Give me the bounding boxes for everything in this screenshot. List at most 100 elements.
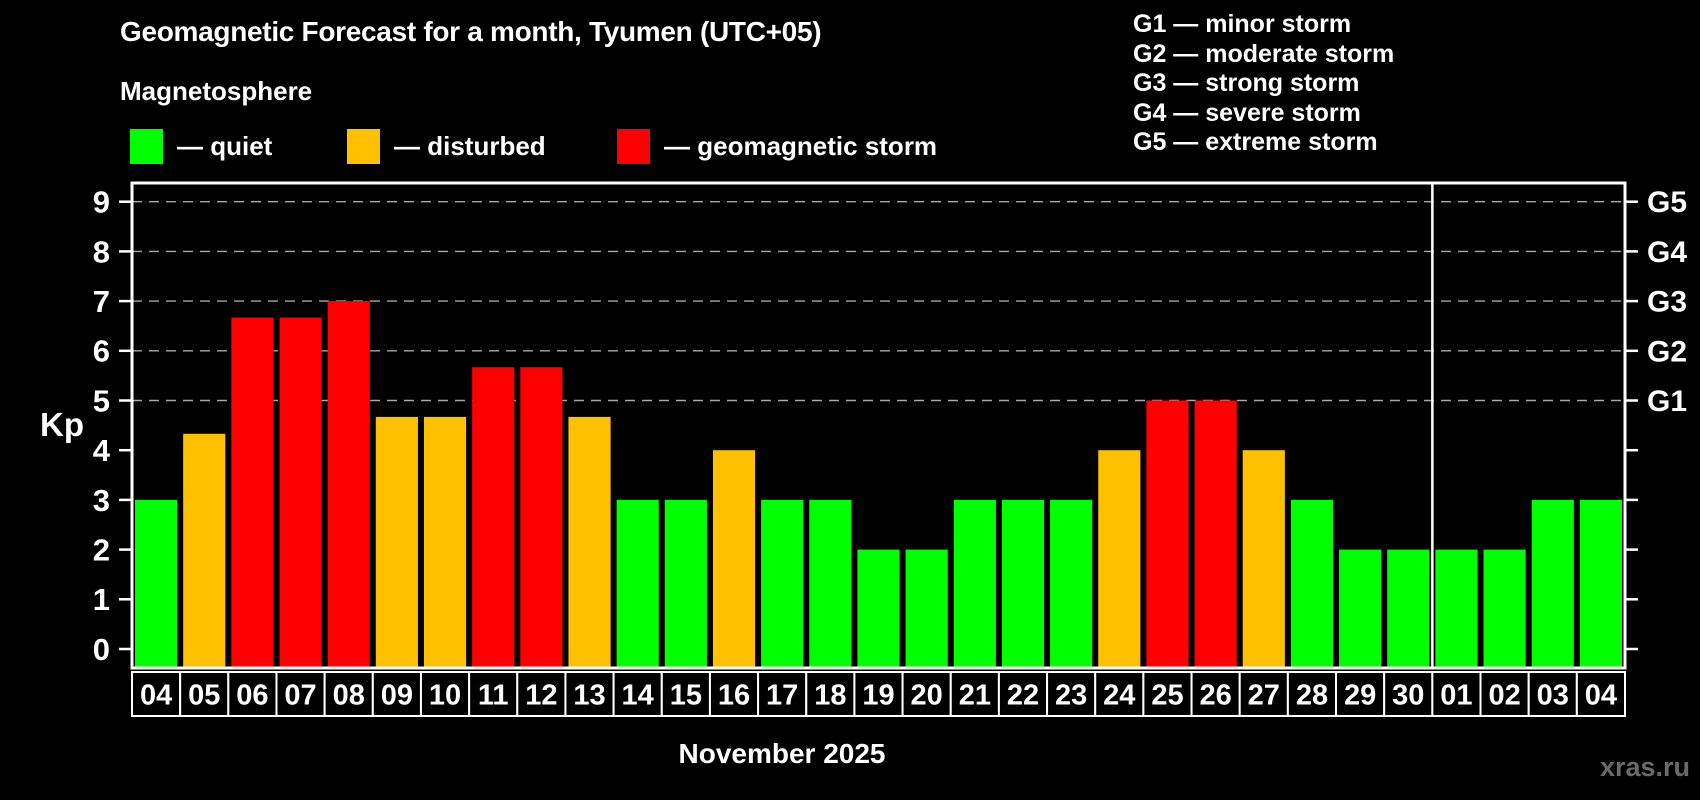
bar-day-28-idx24 — [1290, 499, 1334, 668]
bar-day-11-idx7 — [472, 367, 515, 668]
y-tick-label-0: 0 — [93, 632, 110, 667]
day-label-20-idx16: 20 — [911, 680, 943, 712]
day-label-04-idx30: 04 — [1585, 680, 1617, 712]
bar-day-20-idx16 — [905, 549, 948, 668]
day-box-11-idx7 — [468, 671, 519, 717]
legend-item-storm: — geomagnetic storm — [617, 129, 937, 164]
day-label-15-idx11: 15 — [670, 680, 702, 712]
y-tick-label-6: 6 — [93, 334, 110, 369]
bar-day-19-idx15 — [857, 549, 900, 668]
day-label-27-idx23: 27 — [1248, 680, 1280, 712]
bar-day-01-idx27 — [1435, 549, 1478, 668]
g-legend-line: G1 — minor storm — [1133, 10, 1352, 38]
g-legend-line: G2 — moderate storm — [1133, 39, 1395, 68]
day-label-18-idx14: 18 — [814, 680, 846, 712]
legend-swatch-disturbed — [347, 129, 380, 164]
legend-label-disturbed: — disturbed — [394, 131, 546, 161]
g-axis-label-G4: G4 — [1647, 236, 1687, 269]
day-label-02-idx28: 02 — [1488, 680, 1520, 712]
day-box-12-idx8 — [516, 671, 567, 717]
y-axis-title: Kp — [40, 406, 84, 443]
day-box-17-idx13 — [757, 671, 808, 717]
legend-swatch-quiet — [130, 129, 163, 164]
bar-day-24-idx20 — [1098, 450, 1141, 668]
day-box-09-idx5 — [371, 671, 422, 717]
day-label-24-idx20: 24 — [1103, 680, 1135, 712]
y-tick-label-3: 3 — [93, 483, 110, 518]
g-axis-label-G2: G2 — [1647, 335, 1687, 368]
day-label-05-idx1: 05 — [188, 680, 220, 712]
legend-swatch-storm — [617, 129, 650, 164]
day-label-28-idx24: 28 — [1296, 680, 1328, 712]
bar-day-14-idx10 — [616, 499, 659, 668]
g-scale-legend: G1 — minor storm G2 — moderate storm G3 — … — [1133, 10, 1394, 158]
day-box-18-idx14 — [805, 671, 856, 717]
day-box-23-idx19 — [1046, 671, 1097, 717]
bar-day-12-idx8 — [520, 367, 563, 668]
day-box-16-idx12 — [708, 671, 760, 717]
legend-label-quiet: — quiet — [177, 131, 273, 161]
bar-day-25-idx21 — [1146, 400, 1189, 668]
day-label-06-idx2: 06 — [236, 680, 268, 712]
day-box-25-idx21 — [1142, 671, 1193, 717]
g-axis-label-G1: G1 — [1647, 385, 1687, 418]
day-label-17-idx13: 17 — [766, 680, 798, 712]
day-box-13-idx9 — [564, 671, 615, 717]
day-box-04-idx30 — [1575, 671, 1627, 717]
bar-day-16-idx12 — [712, 450, 756, 668]
bar-day-07-idx3 — [279, 317, 322, 668]
day-label-09-idx5: 09 — [381, 680, 413, 712]
day-box-20-idx16 — [901, 671, 952, 717]
day-box-05-idx1 — [179, 671, 230, 717]
day-box-03-idx29 — [1527, 671, 1578, 717]
day-label-25-idx21: 25 — [1151, 680, 1183, 712]
bar-day-05-idx1 — [183, 433, 226, 668]
bar-day-13-idx9 — [568, 416, 611, 668]
bar-day-15-idx11 — [664, 499, 707, 668]
day-label-01-idx27: 01 — [1440, 680, 1472, 712]
day-label-29-idx25: 29 — [1344, 680, 1376, 712]
day-box-08-idx4 — [323, 671, 374, 717]
day-label-13-idx9: 13 — [573, 680, 605, 712]
day-box-21-idx17 — [949, 671, 1000, 717]
day-label-19-idx15: 19 — [862, 680, 894, 712]
day-label-12-idx8: 12 — [525, 680, 557, 712]
bar-day-06-idx2 — [231, 317, 274, 668]
bar-day-26-idx22 — [1194, 400, 1237, 668]
day-label-14-idx10: 14 — [622, 680, 654, 712]
y-tick-label-8: 8 — [93, 234, 110, 269]
y-tick-label-2: 2 — [93, 532, 110, 567]
chart-title: Geomagnetic Forecast for a month, Tyumen… — [120, 16, 822, 47]
y-tick-label-4: 4 — [93, 433, 111, 468]
day-label-30-idx26: 30 — [1392, 680, 1424, 712]
y-tick-label-1: 1 — [93, 582, 110, 617]
bar-day-03-idx29 — [1531, 499, 1574, 668]
bar-day-30-idx26 — [1387, 549, 1430, 668]
g-axis-label-G5: G5 — [1647, 186, 1687, 219]
bar-day-22-idx18 — [1001, 499, 1045, 668]
day-label-22-idx18: 22 — [1007, 680, 1039, 712]
bar-day-02-idx28 — [1483, 549, 1526, 668]
y-tick-label-9: 9 — [93, 185, 110, 220]
bar-day-17-idx13 — [761, 499, 804, 668]
bar-day-09-idx5 — [375, 416, 418, 668]
g-legend-line: G3 — strong storm — [1133, 69, 1360, 98]
y-tick-label-5: 5 — [93, 383, 110, 418]
day-label-03-idx29: 03 — [1537, 680, 1569, 712]
day-label-11-idx7: 11 — [478, 680, 509, 712]
day-box-07-idx3 — [275, 671, 326, 717]
day-box-27-idx23 — [1238, 671, 1289, 717]
x-axis-title: November 2025 — [678, 738, 886, 769]
day-box-30-idx26 — [1383, 671, 1434, 717]
bar-day-23-idx19 — [1050, 499, 1093, 668]
y-tick-label-7: 7 — [93, 284, 110, 319]
bar-day-27-idx23 — [1242, 450, 1285, 668]
day-label-07-idx3: 07 — [284, 680, 316, 712]
legend-item-disturbed: — disturbed — [347, 129, 546, 164]
bar-day-21-idx17 — [953, 499, 996, 668]
g-axis-label-G3: G3 — [1647, 286, 1687, 319]
day-label-26-idx22: 26 — [1199, 680, 1231, 712]
day-box-10-idx6 — [419, 671, 471, 717]
g-legend-line: G5 — extreme storm — [1133, 128, 1378, 157]
